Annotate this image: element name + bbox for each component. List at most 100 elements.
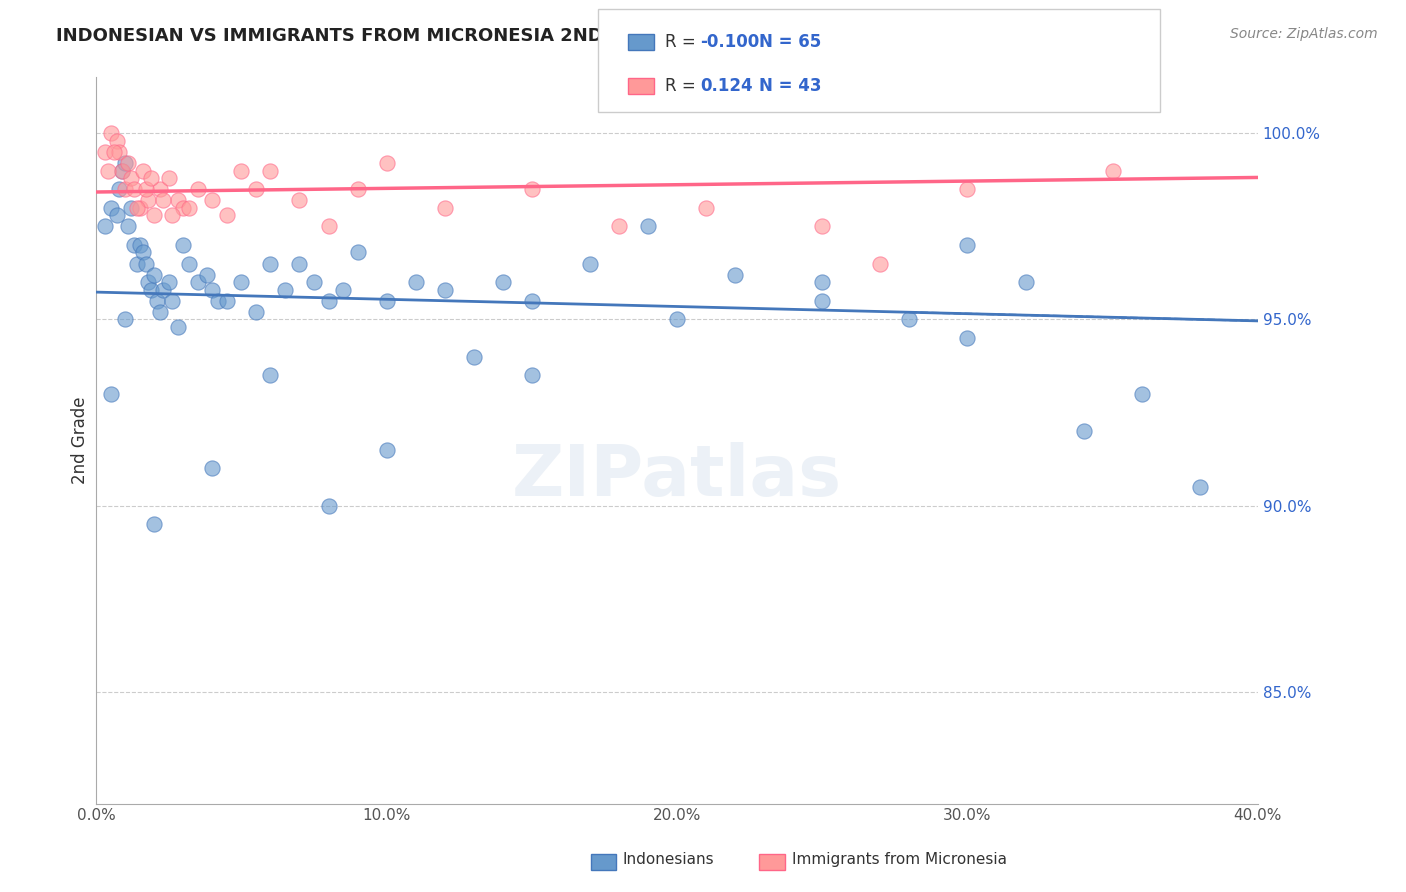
Text: Source: ZipAtlas.com: Source: ZipAtlas.com bbox=[1230, 27, 1378, 41]
Point bbox=[143, 268, 166, 282]
Point bbox=[179, 201, 201, 215]
Point bbox=[195, 268, 218, 282]
Point bbox=[215, 293, 238, 308]
Text: Immigrants from Micronesia: Immigrants from Micronesia bbox=[792, 853, 1007, 867]
Point bbox=[520, 182, 543, 196]
Point bbox=[579, 257, 602, 271]
Text: R =: R = bbox=[665, 33, 702, 51]
Point bbox=[1130, 387, 1153, 401]
Point bbox=[100, 387, 122, 401]
Point bbox=[125, 257, 148, 271]
Point bbox=[157, 171, 180, 186]
Point bbox=[160, 293, 183, 308]
Point bbox=[131, 163, 153, 178]
Point bbox=[135, 257, 157, 271]
Point bbox=[103, 145, 125, 159]
Point bbox=[724, 268, 747, 282]
Point bbox=[94, 219, 117, 234]
Point bbox=[138, 194, 160, 208]
Y-axis label: 2nd Grade: 2nd Grade bbox=[72, 397, 89, 484]
Point bbox=[520, 368, 543, 383]
Point bbox=[149, 182, 172, 196]
Point bbox=[157, 275, 180, 289]
Point bbox=[346, 182, 368, 196]
Point bbox=[375, 293, 398, 308]
Point bbox=[956, 238, 979, 252]
Point bbox=[166, 194, 188, 208]
Point bbox=[956, 331, 979, 345]
Point bbox=[1014, 275, 1036, 289]
Point bbox=[166, 320, 188, 334]
Point bbox=[135, 182, 157, 196]
Point bbox=[811, 219, 834, 234]
Point bbox=[811, 293, 834, 308]
Point bbox=[1101, 163, 1123, 178]
Point bbox=[120, 171, 142, 186]
Point bbox=[318, 499, 340, 513]
Text: N = 43: N = 43 bbox=[759, 77, 821, 95]
Text: N = 65: N = 65 bbox=[759, 33, 821, 51]
Point bbox=[695, 201, 717, 215]
Point bbox=[245, 182, 267, 196]
Point bbox=[114, 156, 136, 170]
Point bbox=[274, 283, 297, 297]
Point bbox=[111, 163, 134, 178]
Point bbox=[201, 283, 224, 297]
Point bbox=[607, 219, 630, 234]
Point bbox=[259, 368, 281, 383]
Text: Indonesians: Indonesians bbox=[623, 853, 714, 867]
Point bbox=[122, 238, 145, 252]
Point bbox=[245, 305, 267, 319]
Point bbox=[231, 163, 253, 178]
Point bbox=[114, 312, 136, 326]
Point bbox=[187, 182, 209, 196]
Point bbox=[492, 275, 515, 289]
Point bbox=[288, 194, 311, 208]
Point bbox=[666, 312, 689, 326]
Point bbox=[187, 275, 209, 289]
Point bbox=[375, 156, 398, 170]
Point bbox=[117, 156, 139, 170]
Text: ZIPatlas: ZIPatlas bbox=[512, 442, 842, 511]
Point bbox=[128, 201, 150, 215]
Point bbox=[869, 257, 891, 271]
Point bbox=[128, 238, 150, 252]
Point bbox=[100, 126, 122, 140]
Point bbox=[160, 208, 183, 222]
Point bbox=[125, 201, 148, 215]
Point bbox=[152, 194, 174, 208]
Point bbox=[898, 312, 921, 326]
Point bbox=[405, 275, 427, 289]
Point bbox=[146, 293, 169, 308]
Point bbox=[375, 442, 398, 457]
Point bbox=[141, 171, 163, 186]
Point bbox=[201, 194, 224, 208]
Point bbox=[108, 182, 131, 196]
Point bbox=[100, 201, 122, 215]
Point bbox=[97, 163, 120, 178]
Point bbox=[288, 257, 311, 271]
Point bbox=[105, 208, 128, 222]
Point bbox=[520, 293, 543, 308]
Point bbox=[207, 293, 229, 308]
Point bbox=[172, 201, 194, 215]
Point bbox=[318, 219, 340, 234]
Text: -0.100: -0.100 bbox=[700, 33, 759, 51]
Point bbox=[179, 257, 201, 271]
Point bbox=[956, 182, 979, 196]
Point bbox=[138, 275, 160, 289]
Point bbox=[1188, 480, 1211, 494]
Point bbox=[117, 219, 139, 234]
Point bbox=[318, 293, 340, 308]
Point bbox=[433, 283, 456, 297]
Point bbox=[302, 275, 325, 289]
Point bbox=[120, 201, 142, 215]
Point bbox=[122, 182, 145, 196]
Point bbox=[433, 201, 456, 215]
Point bbox=[259, 257, 281, 271]
Point bbox=[231, 275, 253, 289]
Point bbox=[259, 163, 281, 178]
Point bbox=[141, 283, 163, 297]
Point bbox=[215, 208, 238, 222]
Point bbox=[346, 245, 368, 260]
